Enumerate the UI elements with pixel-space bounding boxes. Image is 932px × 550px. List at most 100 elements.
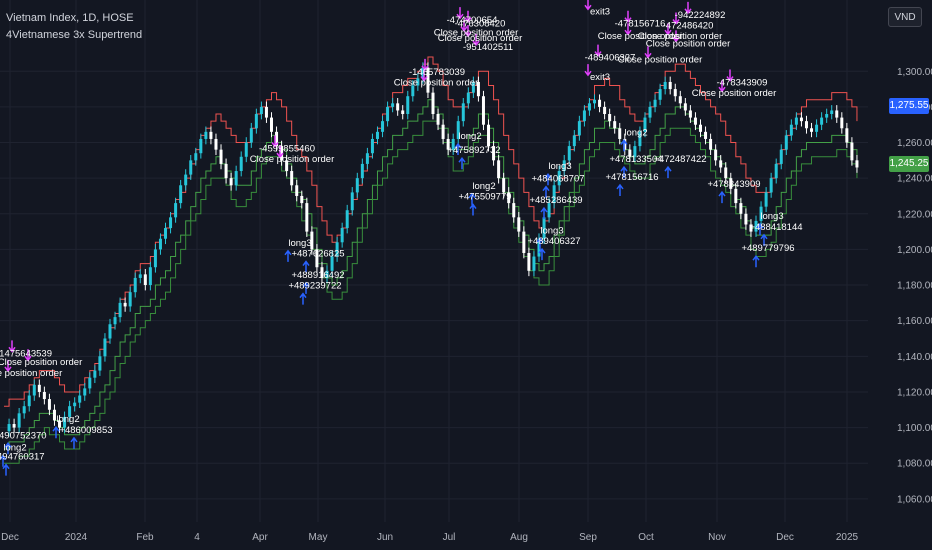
signal-annotation: -951402511 (463, 42, 513, 53)
long-arrow-icon (468, 192, 476, 205)
exit-arrow-icon (456, 7, 464, 20)
candle-body (300, 195, 304, 204)
signal-annotation: -1475643539 (0, 348, 52, 359)
candle-body (280, 146, 284, 161)
candle-body (487, 124, 491, 147)
exit-arrow-icon (464, 24, 472, 38)
x-tick-label: Dec (1, 532, 19, 543)
exit-arrow-icon (271, 135, 279, 148)
candle-body (406, 96, 410, 115)
candle-body (789, 124, 793, 136)
long-arrow-icon (302, 281, 310, 294)
long-arrow-icon (458, 156, 466, 170)
candle-body (774, 163, 778, 179)
candle-body (169, 217, 173, 229)
candle-body (749, 224, 753, 232)
signal-annotation: +478156716 (605, 172, 658, 183)
candle-body (199, 138, 203, 154)
candle-body (421, 67, 425, 79)
y-tick-label: 1,120.00 (897, 387, 932, 398)
candle-body (320, 267, 324, 278)
candle-body (744, 213, 748, 225)
candle-body (623, 138, 627, 150)
candle-body (214, 138, 218, 150)
candle-body (83, 388, 87, 396)
y-tick-label: 1,060.00 (897, 494, 932, 505)
y-tick-label: 1,200.00 (897, 245, 932, 256)
candle-body (249, 128, 253, 143)
candle-body (845, 128, 849, 143)
candle-body (133, 277, 137, 293)
candle-body (522, 231, 526, 253)
indicator-title[interactable]: 4Vietnamese 3x Supertrend (6, 29, 143, 41)
candle-body (426, 67, 430, 93)
exit-arrow-icon (584, 64, 592, 77)
candle-body (123, 302, 127, 307)
candle-body (825, 114, 829, 118)
candle-body (350, 192, 354, 211)
price-axis[interactable]: 1,060.00 1,080.00 1,100.00 1,120.00 1,140.00… (897, 67, 932, 506)
signal-annotation: long3 (540, 225, 563, 236)
candle-body (27, 395, 31, 407)
candle-body (52, 409, 56, 421)
candle-body (269, 117, 273, 132)
candle-body (673, 89, 677, 97)
candle-body (709, 138, 713, 150)
candle-body (148, 267, 152, 286)
candle-body (512, 203, 516, 218)
long-arrow-icon (284, 249, 292, 262)
supertrend-slow-line (4, 120, 858, 464)
exit-arrow-icon (644, 46, 652, 59)
y-tick-label: 1,140.00 (897, 352, 932, 363)
candle-body (804, 121, 808, 129)
candle-body (189, 160, 193, 175)
y-tick-label: 1,080.00 (897, 459, 932, 470)
candle-body (381, 121, 385, 132)
long-arrow-icon (616, 183, 624, 196)
signal-annotation: +484068707 (531, 174, 584, 185)
currency-button[interactable]: VND (888, 7, 922, 27)
long-arrow-icon (538, 247, 546, 261)
candle-body (567, 146, 571, 161)
candle-body (194, 153, 198, 161)
time-axis[interactable]: Dec 2024 Feb 4 Apr May Jun Jul Aug Sep Oct Nov Dec 20… (1, 532, 858, 543)
candle-body (295, 185, 299, 196)
candle-body (365, 153, 369, 164)
x-tick-label: Nov (708, 532, 726, 543)
candle-body (335, 242, 339, 257)
long-arrow-icon (536, 237, 544, 250)
candle-body (618, 128, 622, 139)
candle-body (698, 124, 702, 132)
candle-body (42, 391, 46, 400)
candle-body (693, 117, 697, 125)
signal-annotation: -478156716 (615, 19, 666, 30)
price-badge-upper: 1,275.55 (889, 98, 929, 114)
x-tick-label: May (309, 532, 328, 543)
signal-annotation: +488418144 (749, 222, 802, 233)
signal-annotation: +475892732 (447, 145, 500, 156)
signal-annotation: long2 (624, 127, 647, 138)
signal-annotation: long3 (548, 161, 571, 172)
signal-annotation: +487626825 (291, 249, 344, 260)
candle-body (582, 110, 586, 122)
signal-annotation: +489239722 (288, 281, 341, 292)
long-arrow-icon (299, 292, 307, 305)
candle-body (396, 103, 400, 111)
candle-body (527, 252, 531, 271)
candle-body (391, 103, 395, 107)
long-arrow-icon (0, 454, 7, 467)
candle-body (734, 188, 738, 204)
supertrend-layer (4, 56, 858, 464)
y-tick-label: 1,220.00 (897, 209, 932, 220)
signal-annotation: long2 (56, 414, 79, 425)
signal-annotation: +478133504 (609, 154, 662, 165)
candle-body (658, 89, 662, 100)
candle-body (93, 370, 97, 378)
candle-body (648, 106, 652, 118)
candle-body (73, 402, 77, 407)
candle-body (784, 135, 788, 150)
exit-arrow-icon (726, 69, 734, 82)
y-tick-label: 1,100.00 (897, 423, 932, 434)
candle-body (850, 142, 854, 161)
